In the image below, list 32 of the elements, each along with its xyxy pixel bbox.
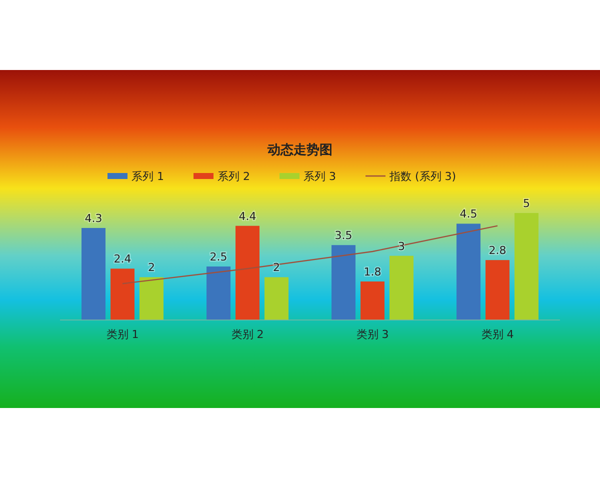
- data-label: 1.8: [364, 265, 382, 278]
- bar: [206, 266, 230, 320]
- legend-label: 系列 3: [304, 170, 336, 183]
- bar: [140, 277, 164, 320]
- data-label: 5: [523, 197, 530, 210]
- bar: [456, 224, 480, 320]
- bar: [264, 277, 288, 320]
- data-label: 2.8: [488, 244, 506, 258]
- x-tick-label: 类别 1: [106, 328, 139, 341]
- bar: [236, 226, 260, 320]
- x-tick-label: 类别 2: [231, 328, 264, 341]
- bar: [514, 213, 538, 320]
- bar: [360, 281, 384, 320]
- data-label: 2.5: [210, 250, 228, 264]
- legend-label: 系列 2: [218, 170, 250, 183]
- bar: [82, 228, 106, 320]
- x-tick-label: 类别 4: [481, 328, 514, 341]
- data-label: 4.5: [460, 208, 478, 221]
- data-label: 4.3: [84, 212, 102, 225]
- bar: [110, 268, 134, 320]
- data-label: 2.4: [114, 252, 132, 266]
- data-label: 2: [273, 261, 280, 274]
- chart-title: 动态走势图: [266, 142, 332, 158]
- data-label: 2: [148, 261, 155, 274]
- bar: [390, 256, 414, 320]
- bar: [486, 260, 510, 320]
- bar: [332, 245, 356, 320]
- data-label: 3.5: [334, 229, 352, 242]
- data-label: 4.4: [238, 210, 256, 223]
- legend-label: 系列 1: [132, 170, 164, 183]
- legend-label: 指数 (系列 3): [388, 170, 456, 183]
- x-tick-label: 类别 3: [356, 328, 389, 341]
